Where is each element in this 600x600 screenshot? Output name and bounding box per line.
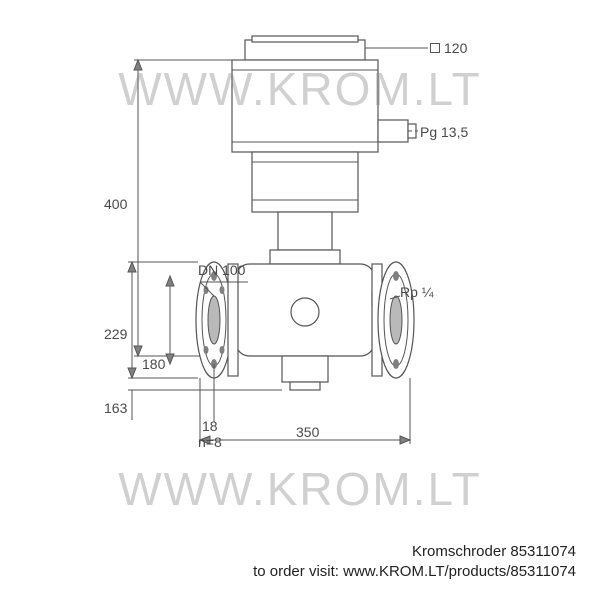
dim-18: 18 — [202, 418, 218, 434]
square-symbol-icon — [430, 43, 440, 53]
partno-label: 85311074 — [510, 543, 576, 560]
dim-229: 229 — [104, 326, 127, 342]
flange-right — [372, 262, 414, 378]
dim-120: 120 — [430, 40, 467, 56]
caption-block: Kromschroder 85311074 to order visit: ww… — [253, 542, 576, 583]
valve-drawing-svg — [0, 0, 600, 600]
dim-rp14: Rp ¼ — [400, 284, 433, 300]
dim-n8: n=8 — [198, 434, 222, 450]
order-prefix: to order visit: — [253, 563, 343, 580]
dim-dn100: DN 100 — [198, 262, 245, 278]
order-link[interactable]: www.KROM.LT/products/85311074 — [343, 563, 576, 580]
brand-partno: Kromschroder 85311074 — [253, 542, 576, 562]
dim-163: 163 — [104, 400, 127, 416]
dim-pg135: Pg 13,5 — [420, 124, 468, 140]
dim-400: 400 — [104, 196, 127, 212]
order-line: to order visit: www.KROM.LT/products/853… — [253, 562, 576, 582]
brand-label: Kromschroder — [412, 543, 506, 560]
dim-180: 180 — [142, 356, 165, 372]
dim-350: 350 — [296, 424, 319, 440]
valve-neck — [270, 212, 340, 264]
actuator-housing — [232, 36, 416, 212]
flange-left — [196, 262, 238, 378]
bottom-cap — [282, 356, 328, 390]
drawing-canvas: WWW.KROM.LT WWW.KROM.LT — [0, 0, 600, 600]
